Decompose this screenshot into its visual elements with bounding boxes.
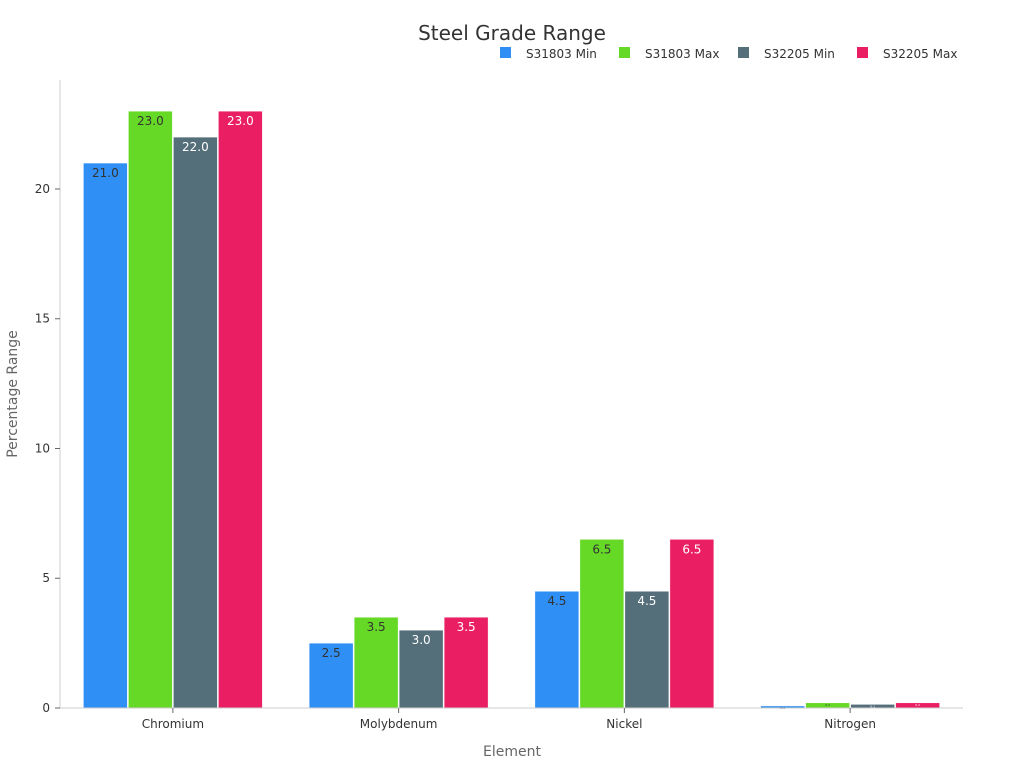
x-axis-label: Element [483, 744, 541, 760]
bar [398, 629, 444, 709]
data-label: 3.5 [457, 620, 476, 634]
x-tick-label: Nitrogen [824, 717, 876, 731]
bar [173, 136, 218, 709]
data-label: 2.5 [322, 646, 341, 660]
y-tick-label: 20 [35, 182, 50, 196]
axes: 0 5 10 15 20 Chromium Molybdenum Nickel Nitrogen [35, 80, 963, 731]
bar [579, 539, 625, 709]
legend-swatch [619, 47, 630, 58]
bar [308, 642, 354, 709]
data-label: 23.0 [137, 114, 164, 128]
legend-swatch [857, 47, 868, 58]
legend: S31803 Min S31803 Max S32205 Min S32205 Max [500, 47, 957, 61]
bar [624, 590, 670, 709]
legend-swatch [738, 47, 749, 58]
data-label: 23.0 [227, 114, 254, 128]
data-label: 3.5 [367, 620, 386, 634]
y-tick-label: 10 [35, 441, 50, 455]
data-label: 0.1 [870, 704, 875, 708]
y-tick-label: 0 [42, 701, 50, 715]
data-label: 6.5 [592, 542, 611, 556]
bar [353, 616, 399, 709]
bar [443, 616, 489, 709]
bar [534, 590, 580, 709]
data-label: 22.0 [182, 140, 209, 154]
x-tick-label: Chromium [142, 717, 204, 731]
data-label: 4.5 [637, 594, 656, 608]
legend-label: S31803 Min [526, 47, 597, 61]
legend-label: S32205 Min [764, 47, 835, 61]
x-tick-label: Nickel [606, 717, 642, 731]
bar [669, 539, 715, 709]
legend-label: S31803 Max [645, 47, 719, 61]
legend-swatch [500, 47, 511, 58]
y-axis-label: Percentage Range [5, 330, 21, 458]
data-label: 0.2 [915, 703, 920, 707]
x-tick-label: Molybdenum [360, 717, 438, 731]
data-label: 3.0 [412, 633, 431, 647]
bar [83, 162, 128, 709]
data-label: 4.5 [547, 594, 566, 608]
bars: 21.0 23.0 22.0 23.0 2.5 3.5 3.0 3.5 4.5 6.5 4.5 6.5… [83, 110, 940, 710]
bar [128, 110, 173, 709]
chart-title: Steel Grade Range [418, 21, 606, 45]
y-tick-label: 15 [35, 312, 50, 326]
data-label: 0.2 [825, 703, 830, 707]
legend-label: S32205 Max [883, 47, 957, 61]
bar [218, 110, 263, 709]
y-tick-label: 5 [42, 571, 50, 585]
data-label: 21.0 [92, 166, 119, 180]
data-label: 6.5 [682, 542, 701, 556]
